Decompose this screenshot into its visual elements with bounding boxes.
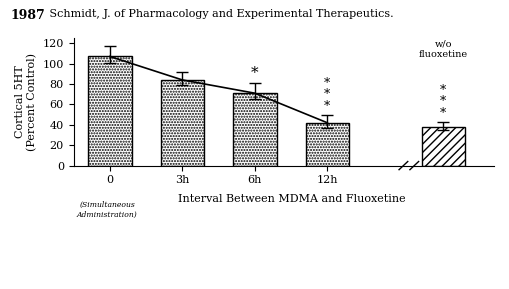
Text: (Simultaneous
Administration): (Simultaneous Administration): [77, 201, 137, 218]
Bar: [305, 123, 349, 166]
Text: Interval Between MDMA and Fluoxetine: Interval Between MDMA and Fluoxetine: [179, 194, 406, 204]
Bar: [233, 93, 276, 166]
Text: *: *: [251, 66, 259, 80]
Y-axis label: Cortical 5HT
(Percent Control): Cortical 5HT (Percent Control): [15, 53, 37, 151]
Text: *
*
*: * * *: [440, 84, 446, 120]
Bar: [161, 80, 204, 166]
Text: w/o
fluoxetine: w/o fluoxetine: [419, 40, 468, 58]
Text: 1987: 1987: [10, 9, 45, 22]
Text: Schmidt, J. of Pharmacology and Experimental Therapeutics.: Schmidt, J. of Pharmacology and Experime…: [46, 9, 393, 19]
Bar: [421, 127, 465, 166]
Bar: [88, 56, 132, 166]
Text: *
*
*: * * *: [324, 77, 330, 112]
